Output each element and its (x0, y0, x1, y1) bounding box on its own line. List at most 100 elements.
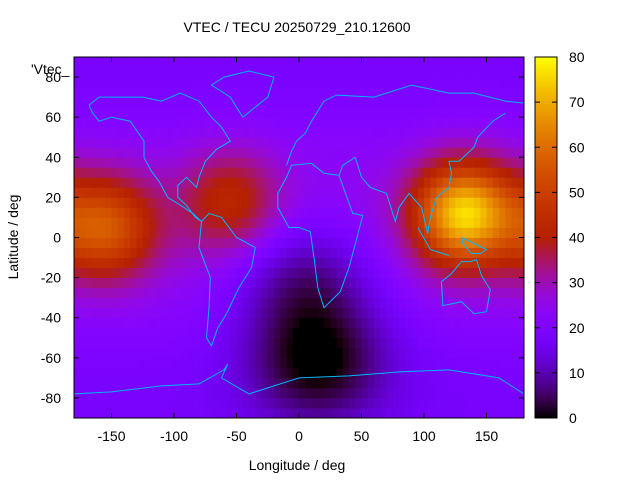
heatmap-cell (467, 347, 475, 359)
heatmap-cell (474, 67, 481, 78)
heatmap-cell (167, 57, 175, 68)
heatmap-cell (236, 167, 244, 178)
heatmap-cell (217, 167, 225, 178)
heatmap-cell (399, 327, 406, 339)
heatmap-cell (386, 177, 394, 188)
heatmap-cell (274, 367, 281, 379)
heatmap-cell (367, 187, 375, 198)
heatmap-cell (130, 167, 137, 178)
heatmap-cell (186, 387, 194, 399)
heatmap-cell (74, 277, 81, 289)
heatmap-cell (392, 87, 400, 98)
heatmap-cell (292, 267, 300, 279)
heatmap-cell (142, 377, 150, 389)
heatmap-cell (505, 107, 512, 118)
heatmap-cell (299, 377, 306, 389)
heatmap-cell (299, 77, 306, 88)
heatmap-cell (130, 97, 137, 108)
heatmap-cell (399, 347, 406, 359)
heatmap-cell (461, 117, 469, 128)
heatmap-cell (511, 137, 519, 148)
x-tick-label: 50 (354, 428, 370, 444)
heatmap-cell (205, 377, 212, 389)
heatmap-cell (199, 397, 206, 409)
heatmap-cell (367, 177, 375, 188)
heatmap-cell (492, 187, 500, 198)
heatmap-cell (355, 357, 362, 369)
heatmap-cell (411, 407, 419, 419)
heatmap-cell (192, 97, 200, 108)
heatmap-cell (117, 87, 125, 98)
heatmap-cell (374, 267, 381, 279)
heatmap-cell (499, 377, 506, 389)
heatmap-cell (455, 167, 462, 178)
heatmap-cell (180, 367, 187, 379)
heatmap-cell (242, 277, 250, 289)
heatmap-cell (480, 67, 487, 78)
heatmap-cell (136, 327, 144, 339)
heatmap-cell (449, 397, 456, 409)
heatmap-cell (405, 217, 412, 228)
heatmap-cell (155, 357, 162, 369)
heatmap-cell (324, 297, 331, 309)
heatmap-cell (386, 307, 394, 319)
heatmap-cell (249, 217, 256, 228)
heatmap-cell (92, 287, 100, 299)
heatmap-cell (192, 137, 200, 148)
heatmap-cell (224, 327, 231, 339)
heatmap-cell (355, 247, 362, 258)
heatmap-cell (130, 347, 137, 359)
heatmap-cell (311, 167, 319, 178)
heatmap-cell (199, 207, 206, 218)
heatmap-cell (255, 107, 262, 118)
heatmap-cell (430, 217, 437, 228)
heatmap-cell (386, 167, 394, 178)
heatmap-cell (136, 367, 144, 379)
heatmap-cell (492, 227, 500, 238)
heatmap-cell (136, 67, 144, 78)
heatmap-cell (511, 257, 519, 268)
heatmap-cell (461, 167, 469, 178)
heatmap-cell (174, 107, 181, 118)
heatmap-cell (517, 377, 525, 389)
heatmap-cell (430, 197, 437, 208)
heatmap-cell (255, 247, 262, 258)
heatmap-cell (467, 377, 475, 389)
heatmap-cell (417, 207, 425, 218)
heatmap-cell (511, 67, 519, 78)
heatmap-cell (136, 57, 144, 68)
heatmap-cell (417, 357, 425, 369)
heatmap-cell (192, 127, 200, 138)
heatmap-cell (517, 327, 525, 339)
heatmap-cell (86, 107, 94, 118)
heatmap-cell (117, 157, 125, 168)
heatmap-cell (280, 337, 287, 349)
heatmap-cell (317, 267, 325, 279)
heatmap-cell (311, 267, 319, 279)
heatmap-cell (292, 67, 300, 78)
heatmap-cell (386, 287, 394, 299)
heatmap-cell (274, 137, 281, 148)
heatmap-cell (511, 87, 519, 98)
heatmap-cell (374, 367, 381, 379)
heatmap-cell (492, 87, 500, 98)
heatmap-cell (486, 317, 494, 329)
heatmap-cell (130, 317, 137, 329)
heatmap-cell (292, 307, 300, 319)
heatmap-cell (380, 277, 387, 289)
heatmap-cell (349, 307, 356, 319)
heatmap-cell (342, 397, 350, 409)
heatmap-cell (467, 177, 475, 188)
heatmap-cell (324, 227, 331, 238)
heatmap-cell (355, 267, 362, 279)
heatmap-cell (174, 317, 181, 329)
heatmap-cell (317, 377, 325, 389)
heatmap-cell (249, 347, 256, 359)
heatmap-cell (361, 187, 369, 198)
heatmap-cell (249, 327, 256, 339)
heatmap-cell (274, 257, 281, 268)
heatmap-cell (142, 187, 150, 198)
heatmap-cell (224, 377, 231, 389)
heatmap-cell (186, 117, 194, 128)
heatmap-cell (330, 377, 337, 389)
